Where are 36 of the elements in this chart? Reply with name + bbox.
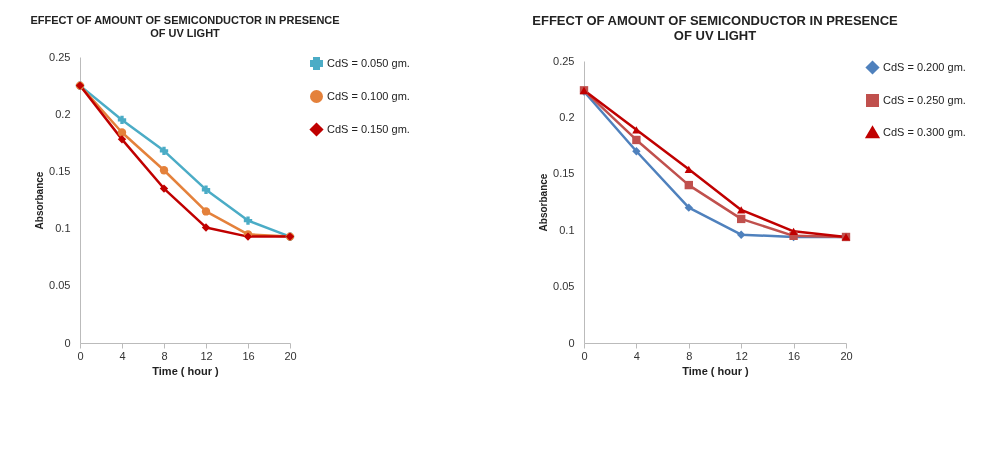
x-tick-label: 0	[581, 349, 588, 362]
legend-label: CdS = 0.250 gm.	[883, 93, 966, 106]
x-tick-label: 16	[787, 349, 801, 362]
chart-title: EFFECT OF AMOUNT OF SEMICONDUCTOR IN PRESENCE OF UV LIGHT	[532, 13, 899, 43]
x-axis-title: Time ( hour )	[682, 364, 750, 377]
y-tick-label: 0.05	[49, 279, 71, 292]
legend-label: CdS = 0.100 gm.	[327, 89, 410, 102]
legend-label: CdS = 0.200 gm.	[883, 60, 966, 73]
y-tick-label: 0.1	[55, 222, 71, 235]
x-tick-label: 4	[119, 349, 126, 362]
y-tick-label: 0	[64, 336, 71, 349]
y-tick-label: 0.15	[49, 164, 71, 177]
y-tick-label: 0.05	[553, 280, 575, 293]
x-axis-title: Time ( hour )	[152, 364, 220, 377]
y-tick-label: 0	[568, 336, 575, 349]
x-tick-label: 12	[200, 349, 213, 362]
x-tick-label: 0	[77, 349, 84, 362]
y-tick-label: 0.25	[553, 54, 575, 67]
y-tick-label: 0.15	[553, 167, 575, 180]
legend-label: CdS = 0.300 gm.	[883, 125, 966, 138]
x-tick-label: 4	[633, 349, 640, 362]
x-tick-label: 16	[242, 349, 255, 362]
y-tick-label: 0.25	[49, 50, 71, 63]
y-axis-title: Absorbance	[538, 173, 550, 232]
x-tick-label: 20	[840, 349, 853, 362]
x-tick-label: 20	[284, 349, 297, 362]
x-tick-label: 12	[735, 349, 748, 362]
legend-label: CdS = 0.150 gm.	[327, 122, 410, 135]
y-tick-label: 0.2	[55, 107, 71, 120]
y-tick-label: 0.2	[559, 110, 575, 123]
y-axis-title: Absorbance	[34, 171, 46, 230]
y-tick-label: 0.1	[559, 223, 575, 236]
chart-title: EFFECT OF AMOUNT OF SEMICONDUCTOR IN PRESENCE OF UV LIGHT	[30, 14, 340, 39]
x-tick-label: 8	[686, 349, 693, 362]
legend-label: CdS = 0.050 gm.	[327, 56, 410, 69]
x-tick-label: 8	[161, 349, 168, 362]
